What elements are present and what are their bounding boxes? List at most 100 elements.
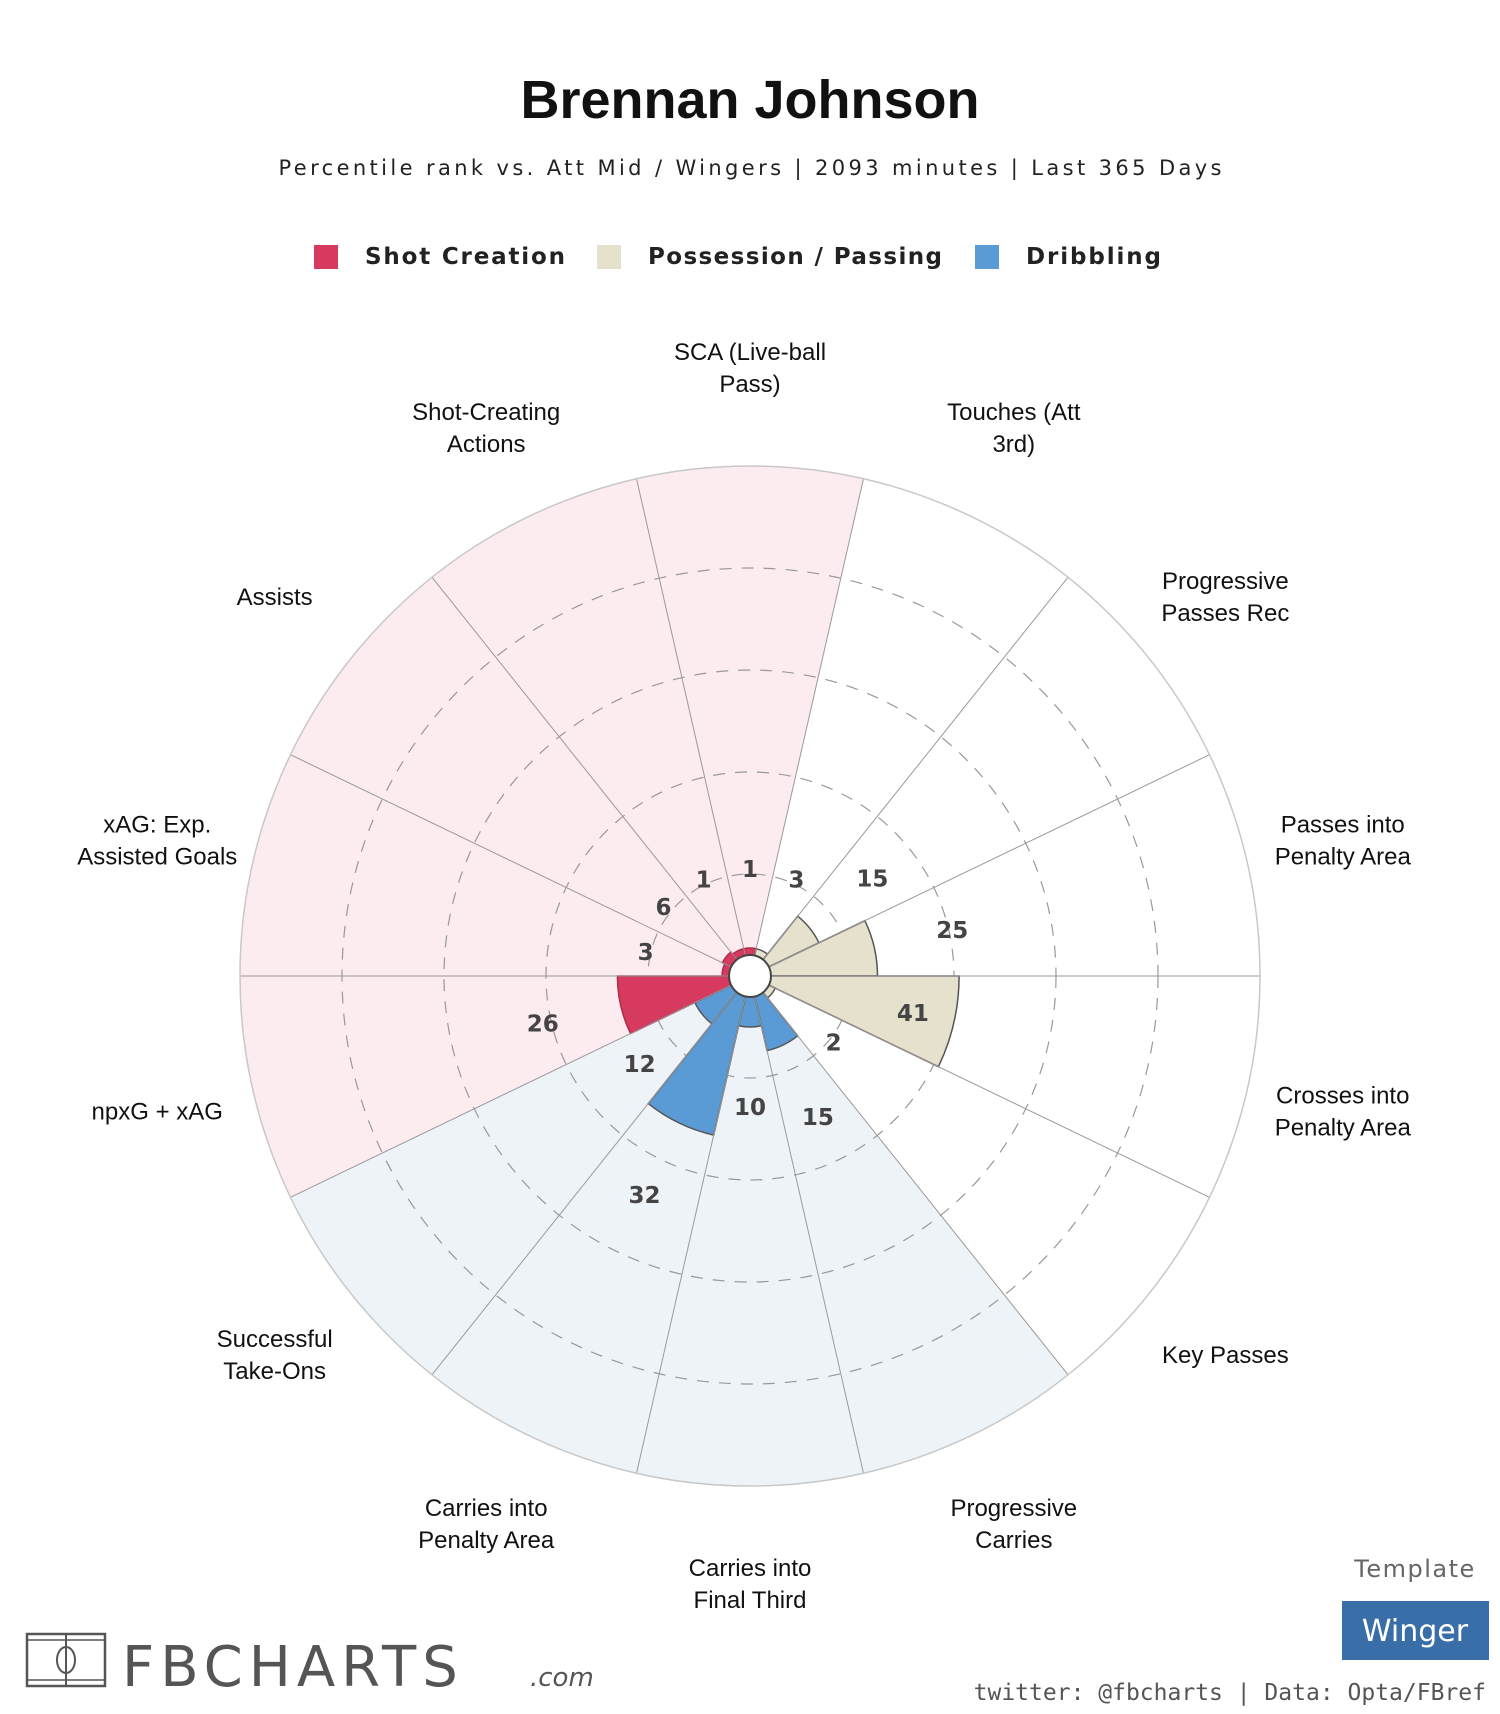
category-label: npxG + xAG: [92, 1098, 223, 1125]
chart-subtitle: Percentile rank vs. Att Mid / Wingers | …: [279, 156, 1222, 181]
slice-divider: [636, 478, 751, 977]
slice-background: [240, 976, 750, 1198]
category-label: Shot-Creating Actions: [412, 399, 560, 458]
category-label: SCA (Live-ball Pass): [674, 339, 826, 398]
category-label-line: SCA (Live-ball: [674, 339, 826, 366]
category-label-line: Penalty Area: [1275, 844, 1412, 871]
legend-swatch-shot-creation: [314, 245, 338, 269]
slice-background: [290, 976, 750, 1375]
chart-title: Brennan Johnson: [520, 70, 979, 130]
category-label: Passes into Penalty Area: [1275, 812, 1412, 871]
category-label-line: Shot-Creating: [412, 399, 560, 426]
category-label-line: npxG + xAG: [92, 1098, 223, 1125]
slice-backgrounds: [240, 466, 1260, 1486]
value-label: 25: [936, 918, 968, 944]
slice-divider: [749, 754, 1210, 977]
category-label-line: Penalty Area: [418, 1527, 555, 1554]
legend-label-shot-creation: Shot Creation: [365, 244, 565, 270]
slice-background: [290, 577, 750, 976]
category-label: Progressive Passes Rec: [1161, 568, 1289, 627]
slice-divider: [431, 576, 751, 977]
slice-background: [750, 754, 1260, 976]
value-label: 1: [742, 857, 758, 883]
value-label: 3: [638, 940, 654, 966]
template-badge-text: Winger: [1362, 1614, 1469, 1649]
category-label: Crosses into Penalty Area: [1275, 1082, 1412, 1141]
category-label: Touches (Att 3rd): [947, 399, 1081, 458]
value-label: 26: [527, 1011, 559, 1037]
slice-background: [750, 976, 1068, 1474]
category-label: Key Passes: [1162, 1342, 1289, 1369]
category-label-line: Key Passes: [1162, 1342, 1289, 1369]
value-label: 10: [734, 1095, 766, 1121]
value-label: 32: [628, 1183, 660, 1209]
category-label: Carries into Final Third: [689, 1555, 812, 1614]
category-label-line: Assisted Goals: [77, 844, 237, 871]
category-label-line: Final Third: [694, 1587, 807, 1614]
legend-label-possession: Possession / Passing: [648, 244, 942, 270]
category-label-line: Successful: [217, 1326, 333, 1353]
slice-divider: [431, 975, 751, 1376]
value-label: 15: [856, 866, 888, 892]
category-label: xAG: Exp. Assisted Goals: [77, 812, 237, 871]
category-label-line: Pass): [719, 371, 780, 398]
slice-divider: [749, 478, 864, 977]
category-label-line: Passes Rec: [1161, 600, 1289, 627]
outer-ring: [239, 465, 1261, 1487]
category-label-line: Penalty Area: [1275, 1114, 1412, 1141]
category-label-line: Actions: [447, 431, 526, 458]
value-label: 1: [696, 868, 712, 894]
category-label-line: Progressive: [1162, 568, 1289, 595]
slice-divider: [749, 576, 1069, 977]
category-label-line: Touches (Att: [947, 399, 1081, 426]
value-label: 6: [656, 895, 672, 921]
category-label-line: Progressive: [950, 1495, 1077, 1522]
category-label: Carries into Penalty Area: [418, 1495, 555, 1554]
legend: Shot Creation Possession / Passing Dribb…: [314, 244, 1161, 270]
category-label-line: Crosses into: [1276, 1082, 1409, 1109]
category-label-line: Passes into: [1281, 812, 1405, 839]
value-label: 12: [624, 1052, 656, 1078]
category-label-line: Take-Ons: [223, 1358, 326, 1385]
slice-divider: [749, 975, 864, 1474]
slice-background: [432, 478, 750, 976]
slice-divider: [290, 754, 751, 977]
value-label: 2: [826, 1031, 842, 1057]
category-label-line: 3rd): [992, 431, 1035, 458]
slice-background: [750, 976, 1210, 1375]
value-label: 3: [788, 868, 804, 894]
category-label-line: Assists: [237, 584, 313, 611]
category-label: Successful Take-Ons: [217, 1326, 333, 1385]
slice-divider: [636, 975, 751, 1474]
category-labels: SCA (Live-ball Pass) Touches (Att 3rd) Progr…: [77, 339, 1411, 1614]
legend-label-dribbling: Dribbling: [1026, 244, 1161, 270]
center-hole: [728, 954, 772, 998]
slice-background: [636, 976, 864, 1486]
category-label-line: xAG: Exp.: [103, 812, 211, 839]
template-badge: [1342, 1601, 1489, 1660]
category-label-line: Carries into: [425, 1495, 548, 1522]
legend-swatch-dribbling: [975, 245, 999, 269]
logo-text: FBCHARTS: [122, 1635, 464, 1700]
data-credit: twitter: @fbcharts | Data: Opta/FBref: [974, 1680, 1486, 1706]
value-label: 41: [897, 1001, 929, 1027]
category-label: Progressive Carries: [950, 1495, 1077, 1554]
legend-swatch-possession: [597, 245, 621, 269]
slice-background: [750, 577, 1210, 976]
slice-dividers: [240, 478, 1260, 1474]
category-label-line: Carries into: [689, 1555, 812, 1582]
value-label: 15: [802, 1105, 834, 1131]
category-label-line: Carries: [975, 1527, 1052, 1554]
slice-divider: [290, 975, 751, 1198]
template-label: Template: [1353, 1555, 1476, 1583]
logo-suffix: .com: [530, 1663, 594, 1693]
slice-background: [240, 754, 750, 976]
slice-divider: [749, 975, 1069, 1376]
fbcharts-logo: FBCHARTS .com: [25, 1632, 594, 1700]
category-label: Assists: [237, 584, 313, 611]
slice-divider: [749, 975, 1210, 1198]
slice-background: [750, 478, 1068, 976]
slice-background: [636, 466, 864, 976]
